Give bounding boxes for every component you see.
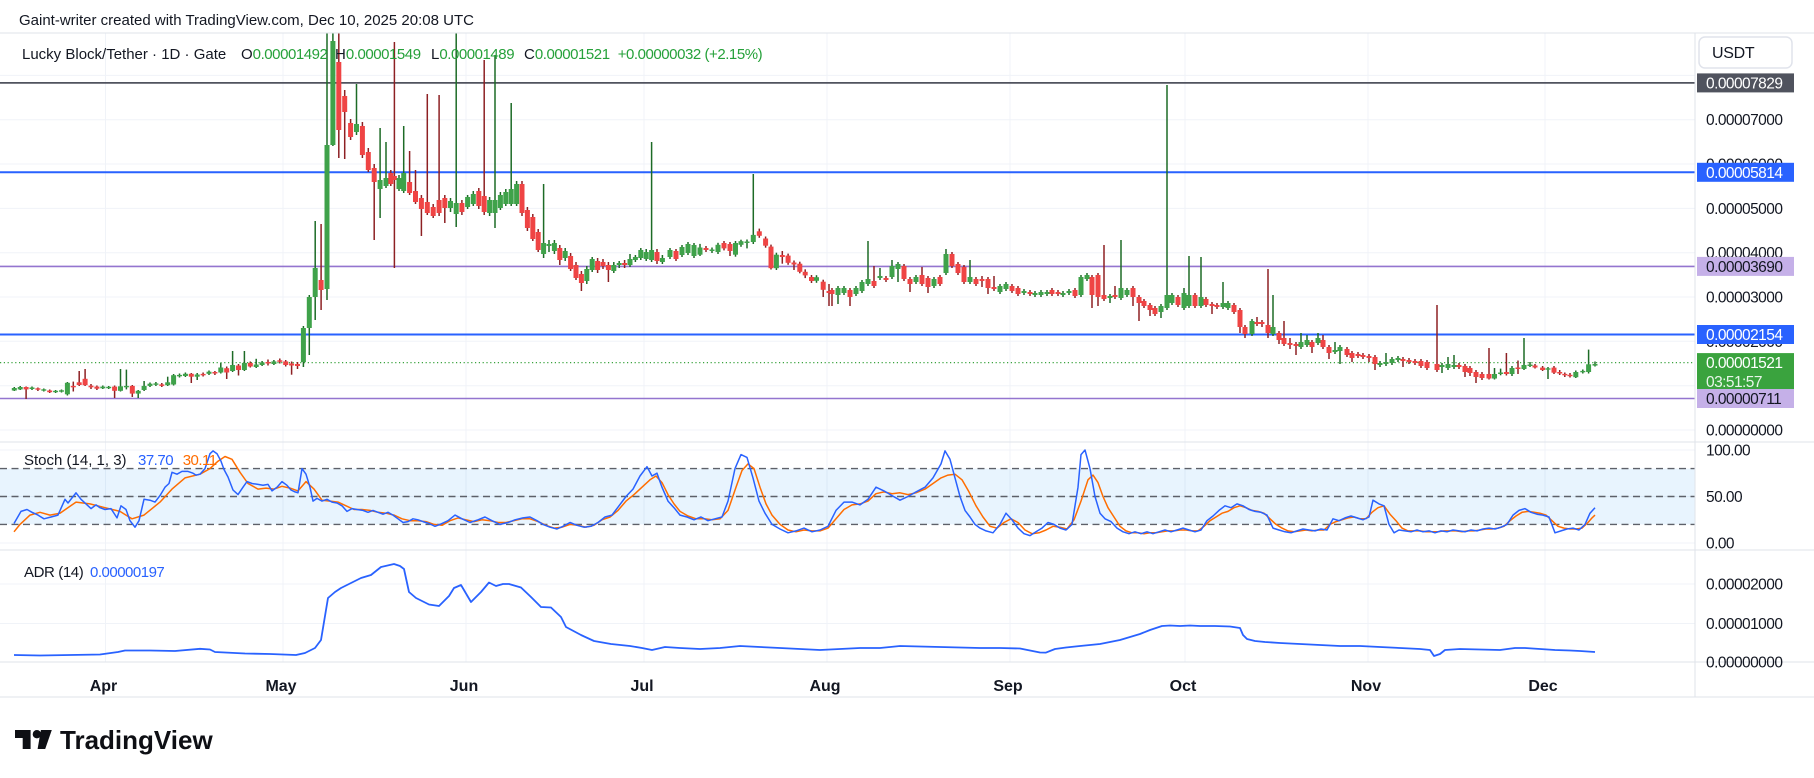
svg-text:0.00002154: 0.00002154: [1706, 327, 1783, 344]
svg-text:0.00007000: 0.00007000: [1706, 112, 1783, 129]
svg-text:Aug: Aug: [809, 678, 840, 695]
svg-text:Jul: Jul: [630, 678, 653, 695]
svg-text:0.00003690: 0.00003690: [1706, 259, 1783, 276]
svg-text:0.00003000: 0.00003000: [1706, 290, 1783, 307]
svg-text:Nov: Nov: [1351, 678, 1381, 695]
svg-text:Gaint-writer created with Trad: Gaint-writer created with TradingView.co…: [19, 12, 474, 29]
svg-text:Jun: Jun: [450, 678, 478, 695]
svg-text:0.00000000: 0.00000000: [1706, 655, 1783, 672]
svg-text:0.00000711: 0.00000711: [1706, 391, 1781, 408]
svg-text:100.00: 100.00: [1706, 443, 1751, 460]
svg-text:TradingView: TradingView: [60, 725, 213, 755]
svg-text:May: May: [265, 678, 296, 695]
svg-text:0.00005000: 0.00005000: [1706, 201, 1783, 218]
svg-text:03:51:57: 03:51:57: [1706, 374, 1762, 391]
svg-text:Sep: Sep: [993, 678, 1023, 695]
svg-text:50.00: 50.00: [1706, 489, 1743, 506]
svg-text:Apr: Apr: [90, 678, 118, 695]
svg-text:0.00000000: 0.00000000: [1706, 423, 1783, 440]
svg-text:0.00007829: 0.00007829: [1706, 75, 1782, 92]
svg-text:USDT: USDT: [1712, 45, 1755, 62]
svg-text:ADR (14)0.00000197: ADR (14) 0.00000197: [24, 564, 164, 581]
svg-text:0.00001521: 0.00001521: [1706, 355, 1782, 372]
svg-text:0.00: 0.00: [1706, 536, 1735, 553]
svg-text:0.00001000: 0.00001000: [1706, 616, 1783, 633]
svg-text:Oct: Oct: [1170, 678, 1197, 695]
svg-text:0.00005814: 0.00005814: [1706, 165, 1783, 182]
svg-text:Lucky Block/Tether · 1D · Gate: Lucky Block/Tether · 1D · Gate O0.0000149…: [22, 46, 763, 63]
svg-text:0.00002000: 0.00002000: [1706, 577, 1783, 594]
svg-text:Dec: Dec: [1528, 678, 1557, 695]
